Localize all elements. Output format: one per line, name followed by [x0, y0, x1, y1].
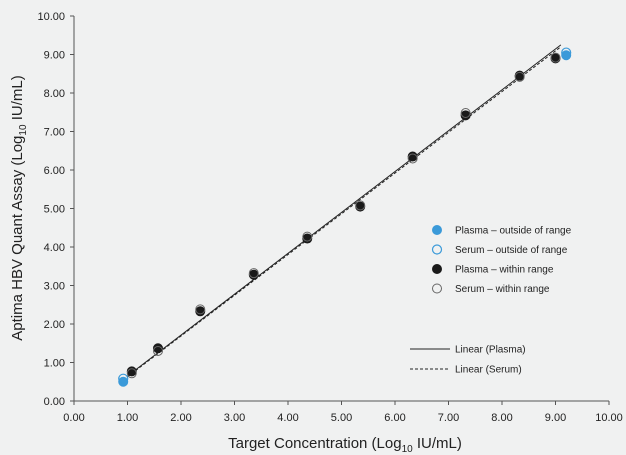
x-tick-label: 4.00 — [277, 412, 298, 424]
y-tick-label: 4.00 — [44, 242, 65, 254]
data-point — [460, 110, 471, 121]
legend-label: Plasma – outside of range — [455, 226, 572, 237]
legend-marker — [432, 225, 442, 235]
data-point — [302, 231, 313, 242]
trend-line — [127, 44, 562, 377]
y-tick-label: 2.00 — [44, 319, 65, 331]
y-tick-label: 6.00 — [44, 165, 65, 177]
data-point — [118, 376, 129, 387]
y-tick-label: 1.00 — [44, 358, 65, 370]
fit-lines — [127, 44, 562, 378]
legend-marker — [431, 244, 443, 255]
x-tick-label: 9.00 — [545, 412, 566, 424]
x-axis-title: Target Concentration (Log10 IU/mL) — [228, 435, 462, 455]
x-tick-label: 7.00 — [438, 412, 459, 424]
y-tick-label: 9.00 — [44, 50, 65, 62]
trend-line — [127, 46, 562, 378]
data-point — [248, 268, 259, 279]
data-point — [550, 53, 561, 64]
x-tick-label: 2.00 — [170, 412, 191, 424]
y-tick-label: 8.00 — [44, 88, 65, 100]
data-point — [550, 52, 561, 63]
legend-label: Serum – outside of range — [455, 245, 568, 256]
x-axis-ticks: 0.00 1.00 2.00 3.00 4.00 5.00 6.00 7.00 8.00 9.00… — [63, 401, 623, 424]
data-point — [561, 50, 572, 61]
data-point — [152, 343, 163, 354]
data-point — [407, 151, 418, 162]
y-tick-label: 7.00 — [44, 127, 65, 139]
x-tick-label: 0.00 — [63, 412, 84, 424]
data-point — [152, 345, 163, 356]
data-point — [126, 366, 137, 377]
data-points — [118, 47, 572, 387]
data-point — [195, 304, 206, 315]
y-axis-title: Aptima HBV Quant Assay (Log10 IU/mL) — [9, 75, 29, 340]
data-point — [407, 153, 418, 164]
data-point — [118, 373, 129, 384]
legend-label: Plasma – within range — [455, 265, 554, 276]
legend-label: Linear (Serum) — [455, 365, 522, 376]
legend-marker — [432, 264, 442, 274]
legend-marker — [432, 283, 442, 294]
y-tick-label: 10.00 — [37, 11, 65, 23]
data-point — [126, 368, 137, 379]
data-point — [514, 71, 525, 82]
data-point — [302, 233, 313, 244]
y-tick-label: 0.00 — [44, 396, 65, 408]
y-tick-label: 5.00 — [44, 204, 65, 216]
data-point — [195, 306, 206, 317]
data-point — [355, 200, 366, 211]
x-tick-label: 1.00 — [117, 412, 138, 424]
x-tick-label: 8.00 — [491, 412, 512, 424]
x-tick-label: 10.00 — [595, 412, 623, 424]
y-axis-ticks: 0.00 1.00 2.00 3.00 4.00 5.00 6.00 7.00 8.00 9.00… — [37, 11, 74, 408]
x-tick-label: 3.00 — [224, 412, 245, 424]
x-tick-label: 5.00 — [331, 412, 352, 424]
legend: Plasma – outside of range Serum – outside… — [410, 225, 572, 376]
legend-label: Linear (Plasma) — [455, 345, 526, 356]
data-point — [460, 108, 471, 119]
legend-label: Serum – within range — [455, 284, 550, 295]
data-point — [561, 47, 572, 58]
y-tick-label: 3.00 — [44, 281, 65, 293]
x-tick-label: 6.00 — [384, 412, 405, 424]
